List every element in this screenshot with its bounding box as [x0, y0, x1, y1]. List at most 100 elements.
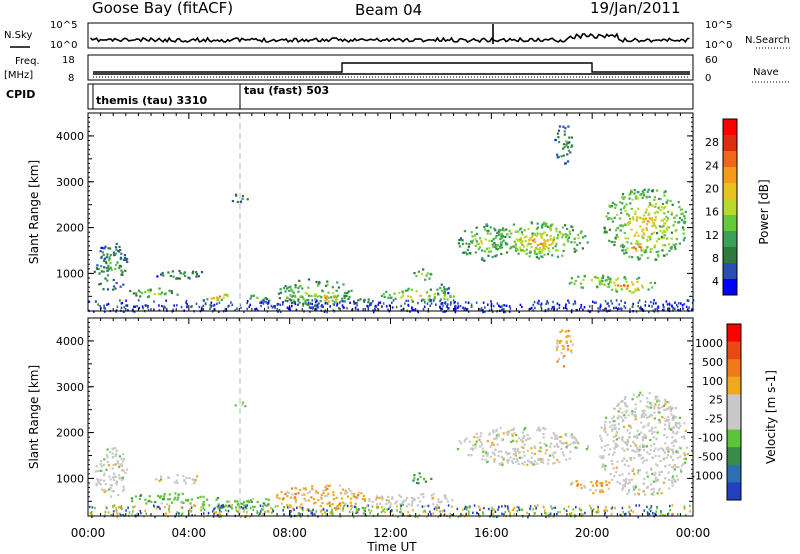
velocity-colorbar-tick-4: -25: [705, 413, 723, 426]
power-colorbar-swatch-0: [723, 119, 737, 136]
velocity-echo-region-0: [94, 446, 129, 498]
velocity-colorbar-swatch-9: [727, 482, 741, 501]
nave-step: [93, 62, 690, 73]
nave-tick-bottom: 0: [705, 73, 711, 84]
nave-tick-top: 60: [705, 55, 718, 66]
power-colorbar-swatch-4: [723, 183, 737, 200]
power-echo-region-1: [129, 287, 179, 299]
x-tick-1: 04:00: [172, 526, 207, 540]
velocity-echo-region-1: [130, 492, 209, 506]
velocity-colorbar-tick-2: 100: [702, 375, 723, 388]
noise-left-tick-top: 10^5: [50, 20, 77, 31]
power-colorbar-tick-3: 16: [705, 206, 719, 219]
power-y-tick-0: 4000: [56, 130, 84, 143]
velocity-colorbar-tick-1: 500: [702, 356, 723, 369]
velocity-echo-region-6: [368, 492, 454, 508]
noise-sky-trace: [89, 32, 690, 44]
freq-tick-bottom: 8: [68, 73, 74, 84]
noise-panel: N.Sky 10^5 10^0 10^5 10^0 N.Search: [4, 20, 790, 51]
x-tick-3: 12:00: [373, 526, 408, 540]
power-echo-region-2: [156, 269, 204, 280]
power-colorbar-swatch-5: [723, 199, 737, 216]
power-colorbar: 28 24 20 16 12 8 4: [705, 118, 738, 296]
power-echo-region-0: [93, 242, 129, 291]
power-echo-region-17: [600, 276, 657, 294]
power-colorbar-tick-1: 24: [705, 159, 719, 172]
power-y-tick-3: 1000: [56, 267, 84, 280]
power-colorbar-label: Power [dB]: [757, 179, 771, 244]
velocity-colorbar-swatch-5: [727, 412, 741, 431]
power-echo-region-3: [206, 293, 229, 302]
power-echo-region-6: [277, 278, 353, 308]
cpid-mode-1: themis (tau) 3310: [96, 94, 208, 107]
power-colorbar-swatch-9: [723, 263, 737, 280]
velocity-colorbar-tick-7: -1000: [691, 469, 723, 482]
velocity-echo-layer: [88, 329, 691, 519]
velocity-y-tick-0: 4000: [56, 335, 84, 348]
velocity-echo-region-11: [599, 391, 689, 496]
freq-label-1: Freq.: [15, 56, 40, 67]
velocity-echo-region-2: [155, 474, 199, 485]
power-colorbar-tick-4: 12: [705, 229, 719, 242]
noise-left-tick-bottom: 10^0: [50, 40, 77, 51]
velocity-y-axis-label: Slant Range [km]: [27, 365, 41, 469]
noise-search-label: N.Search: [745, 35, 790, 46]
velocity-y-tick-2: 2000: [56, 427, 84, 440]
noise-right-tick-bottom: 10^0: [705, 40, 732, 51]
date-title: 19/Jan/2011: [590, 0, 681, 17]
power-colorbar-tick-5: 8: [712, 252, 719, 265]
freq-tick-top: 18: [62, 55, 75, 66]
velocity-colorbar-swatch-7: [727, 447, 741, 466]
x-tick-5: 20:00: [575, 526, 610, 540]
power-colorbar-swatch-3: [723, 167, 737, 184]
power-colorbar-tick-0: 28: [705, 136, 719, 149]
power-echo-region-4: [231, 193, 249, 204]
power-colorbar-swatch-10: [723, 279, 737, 296]
power-panel: 4000 3000 2000 1000 Slant Range [km] 28 24 20…: [27, 112, 771, 314]
velocity-colorbar-label: Velocity [m s-1]: [764, 370, 778, 464]
cpid-mode-2: tau (fast) 503: [244, 84, 329, 97]
cpid-label: CPID: [6, 88, 35, 101]
velocity-colorbar-tick-5: -100: [698, 432, 723, 445]
time-axis: 00:00 04:00 08:00 12:00 16:00 20:00 00:00: [71, 526, 711, 540]
velocity-colorbar-swatch-6: [727, 429, 741, 448]
velocity-colorbar-swatch-0: [727, 324, 741, 343]
nave-label: Nave: [753, 67, 779, 78]
velocity-echo-region-4: [234, 401, 247, 408]
velocity-echo-region-9: [555, 329, 574, 368]
noise-right-tick-top: 10^5: [705, 20, 732, 31]
power-colorbar-tick-2: 20: [705, 182, 719, 195]
power-y-tick-2: 2000: [56, 222, 84, 235]
power-echo-region-11: [436, 283, 450, 295]
velocity-colorbar-tick-6: -500: [698, 450, 723, 463]
x-tick-0: 00:00: [71, 526, 106, 540]
x-tick-4: 16:00: [474, 526, 509, 540]
noise-sky-label: N.Sky: [4, 30, 32, 41]
frequency-panel: Freq. [MHz] 18 8 60 0 Nave: [4, 54, 790, 84]
velocity-echo-region-8: [456, 426, 590, 466]
power-echo-region-14: [512, 232, 558, 255]
power-y-axis-label: Slant Range [km]: [27, 160, 41, 264]
power-echo-region-12: [457, 223, 509, 262]
x-tick-2: 08:00: [272, 526, 307, 540]
velocity-colorbar-swatch-4: [727, 394, 741, 413]
velocity-colorbar-swatch-1: [727, 341, 741, 360]
velocity-y-tick-3: 1000: [56, 472, 84, 485]
velocity-y-tick-1: 3000: [56, 381, 84, 394]
freq-label-2: [MHz]: [4, 70, 33, 81]
velocity-panel: 4000 3000 2000 1000 Slant Range [km] 1000 50…: [27, 317, 778, 519]
velocity-colorbar-tick-0: 1000: [695, 337, 723, 350]
power-y-tick-1: 3000: [56, 176, 84, 189]
power-echo-region-15: [554, 125, 574, 165]
power-colorbar-swatch-7: [723, 231, 737, 248]
power-colorbar-swatch-1: [723, 135, 737, 152]
x-tick-6: 00:00: [676, 526, 711, 540]
power-echo-region-10: [413, 268, 433, 281]
station-title: Goose Bay (fitACF): [92, 0, 233, 17]
velocity-colorbar-swatch-2: [727, 359, 741, 378]
velocity-echo-region-10: [570, 480, 611, 495]
power-echo-region-19: [623, 242, 649, 252]
velocity-colorbar-swatch-8: [727, 464, 741, 483]
power-colorbar-swatch-2: [723, 151, 737, 168]
power-colorbar-swatch-8: [723, 247, 737, 264]
